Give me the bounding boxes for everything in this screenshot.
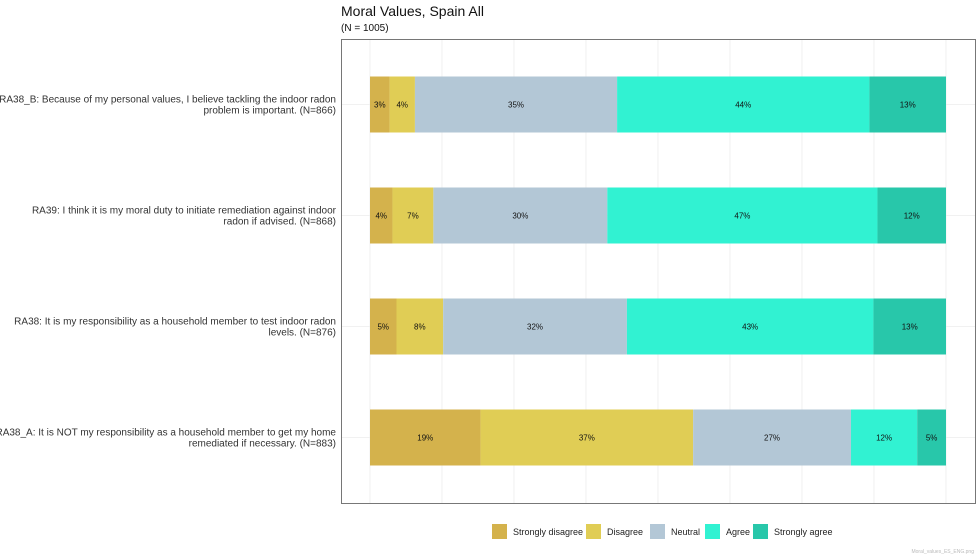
chart-subtitle: (N = 1005) [341, 23, 389, 34]
data-label-strongly-agree: 5% [926, 434, 938, 443]
bar-segment-agree [617, 76, 870, 133]
bar-segment-strongly-disagree [370, 76, 390, 133]
bar-segment-agree [626, 298, 874, 355]
data-label-agree: 44% [735, 101, 751, 110]
data-label-strongly-disagree: 19% [417, 434, 433, 443]
data-label-strongly-disagree: 3% [374, 101, 386, 110]
bar-stack-group: 3% 4% 35% 44% 13% 4% 7% 30% 47% 12% 5% 8% 32% 43% 13% 1… [370, 76, 946, 466]
bar-stack-row-2: 4% 7% 30% 47% 12% [370, 187, 946, 244]
legend-item-strongly-disagree: Strongly disagree [492, 524, 583, 539]
data-label-neutral: 32% [527, 323, 543, 332]
legend-label-neutral: Neutral [671, 527, 700, 537]
bar-segment-strongly-agree [877, 187, 946, 244]
legend-item-disagree: Disagree [586, 524, 643, 539]
legend-swatch-agree [705, 524, 720, 539]
legend-swatch-neutral [650, 524, 665, 539]
legend-label-agree: Agree [726, 527, 750, 537]
category-label-4: RA38_A: It is NOT my responsibility as a… [0, 428, 336, 450]
bar-segment-strongly-agree [873, 298, 946, 355]
data-label-disagree: 4% [396, 101, 408, 110]
footer-filename: Moral_values_ES_ENG.png [911, 549, 974, 555]
legend-item-agree: Agree [705, 524, 750, 539]
bar-stack-row-3: 5% 8% 32% 43% 13% [370, 298, 946, 355]
bar-segment-strongly-disagree [370, 298, 397, 355]
bar-segment-agree [850, 409, 918, 466]
legend-swatch-disagree [586, 524, 601, 539]
bar-stack-row-4: 19% 37% 27% 12% 5% [370, 409, 946, 466]
legend-label-disagree: Disagree [607, 527, 643, 537]
bar-segment-neutral [414, 76, 618, 133]
bar-segment-neutral [433, 187, 608, 244]
data-label-strongly-disagree: 4% [375, 212, 387, 221]
data-label-agree: 47% [734, 212, 750, 221]
bar-segment-disagree [392, 187, 434, 244]
bar-segment-disagree [389, 76, 415, 133]
legend: Strongly disagree Disagree Neutral Agree Str… [492, 524, 833, 539]
data-label-neutral: 35% [508, 101, 524, 110]
legend-swatch-strongly-agree [753, 524, 768, 539]
legend-label-strongly-disagree: Strongly disagree [513, 527, 583, 537]
bar-segment-neutral [443, 298, 627, 355]
legend-item-strongly-agree: Strongly agree [753, 524, 833, 539]
chart-title: Moral Values, Spain All [341, 3, 484, 19]
bar-stack-row-1: 3% 4% 35% 44% 13% [370, 76, 946, 133]
bar-segment-strongly-agree [917, 409, 946, 466]
data-label-neutral: 30% [512, 212, 528, 221]
data-label-disagree: 7% [407, 212, 419, 221]
bar-segment-disagree [396, 298, 444, 355]
bar-segment-strongly-disagree [370, 187, 393, 244]
bar-segment-neutral [693, 409, 851, 466]
category-labels: RA38_B: Because of my personal values, I… [0, 95, 337, 450]
data-label-strongly-disagree: 5% [377, 323, 389, 332]
category-label-3: RA38: It is my responsibility as a house… [14, 317, 336, 339]
bar-segment-disagree [480, 409, 694, 466]
data-label-agree: 12% [876, 434, 892, 443]
legend-item-neutral: Neutral [650, 524, 700, 539]
bar-segment-strongly-agree [869, 76, 946, 133]
data-label-neutral: 27% [764, 434, 780, 443]
category-label-1: RA38_B: Because of my personal values, I… [0, 95, 336, 117]
data-label-strongly-agree: 12% [904, 212, 920, 221]
bar-segment-agree [607, 187, 878, 244]
data-label-strongly-agree: 13% [902, 323, 918, 332]
bar-segment-strongly-disagree [370, 409, 481, 466]
data-label-disagree: 37% [579, 434, 595, 443]
category-label-2: RA39: I think it is my moral duty to ini… [32, 206, 337, 228]
data-label-agree: 43% [742, 323, 758, 332]
data-label-strongly-agree: 13% [900, 101, 916, 110]
data-label-disagree: 8% [414, 323, 426, 332]
legend-label-strongly-agree: Strongly agree [774, 527, 833, 537]
legend-swatch-strongly-disagree [492, 524, 507, 539]
